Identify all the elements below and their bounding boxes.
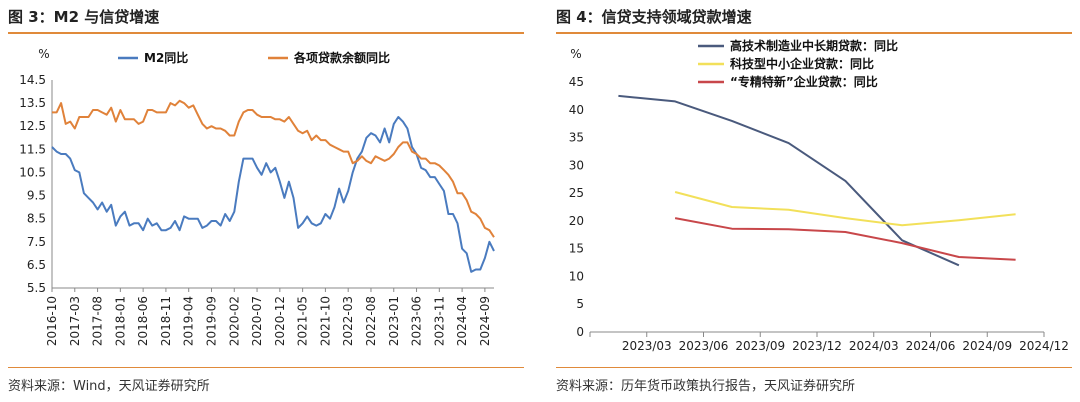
right-y-tick-label: 30 [569, 158, 584, 172]
left-x-tick-label: 2021-05 [296, 296, 310, 346]
right-y-tick-label: 0 [576, 325, 584, 339]
right-y-tick-label: 25 [569, 186, 584, 200]
left-x-tick-label: 2018-06 [136, 296, 150, 346]
m2-series-line [51, 116, 495, 273]
right-x-tick-label: 2024/03 [849, 339, 899, 353]
left-x-tick-label: 2023-06 [410, 296, 424, 346]
left-y-tick-label: 5.5 [27, 281, 46, 295]
left-x-tick-label: 2020-07 [250, 296, 264, 346]
right-y-tick-label: 10 [569, 269, 584, 283]
right-x-tick-label: 2023/06 [679, 339, 729, 353]
left-x-tick-label: 2019-09 [204, 296, 218, 346]
right-y-tick-label: 20 [569, 214, 584, 228]
hitech-loan-line [618, 94, 960, 267]
legend-hitech-label: 高技术制造业中长期贷款：同比 [730, 38, 898, 53]
legend-m2-label: M2同比 [144, 50, 188, 65]
sme-loan-line [674, 191, 1016, 227]
left-x-tick-label: 2016-10 [45, 296, 59, 346]
right-y-unit: % [570, 47, 581, 61]
legend-sme-label: 科技型中小企业贷款：同比 [730, 56, 874, 71]
left-y-tick-label: 10.5 [19, 165, 46, 179]
left-x-tick-label: 2018-01 [113, 296, 127, 346]
left-x-tick-label: 2022-08 [364, 296, 378, 346]
right-x-tick-label: 2024/12 [1019, 339, 1069, 353]
specialized-loan-line [674, 217, 1016, 261]
left-y-tick-label: 7.5 [27, 235, 46, 249]
left-y-tick-label: 8.5 [27, 212, 46, 226]
left-y-tick-label: 13.5 [19, 96, 46, 110]
left-y-tick-label: 6.5 [27, 258, 46, 272]
left-x-tick-label: 2020-12 [273, 296, 287, 346]
right-top-rule [556, 32, 1072, 34]
right-figure-title: 图 4：信贷支持领域贷款增速 [556, 8, 752, 26]
right-y-tick-label: 15 [569, 242, 584, 256]
left-x-tick-label: 2020-02 [227, 296, 241, 346]
right-source: 资料来源：历年货币政策执行报告，天风证券研究所 [556, 379, 856, 394]
left-figure: 图 3：M2 与信贷增速 % 14.5 13.5 12.5 11.5 10.5 9.5 8.5… [0, 0, 532, 402]
left-figure-title: 图 3：M2 与信贷增速 [8, 8, 160, 26]
right-y-tick-label: 45 [569, 75, 584, 89]
left-top-rule [8, 32, 524, 34]
left-x-tick-label: 2023-11 [432, 296, 446, 346]
left-bottom-rule [8, 367, 524, 368]
left-x-tick-label: 2023-01 [387, 296, 401, 346]
legend-specialized-label: “专精特新”企业贷款：同比 [730, 74, 878, 89]
loan-series-line [52, 99, 495, 238]
left-x-tick-label: 2017-03 [68, 296, 82, 346]
right-bottom-rule [556, 367, 1072, 368]
left-chart: % 14.5 13.5 12.5 11.5 10.5 9.5 8.5 7.5 6.5 5.52016… [19, 47, 495, 346]
right-x-tick-label: 2023/09 [735, 339, 785, 353]
left-y-tick-label: 11.5 [19, 142, 46, 156]
left-x-tick-label: 2017-08 [91, 296, 105, 346]
left-x-tick-label: 2024-04 [455, 296, 469, 346]
legend-loan-label: 各项贷款余额同比 [293, 50, 390, 65]
left-x-tick-label: 2021-10 [318, 296, 332, 346]
right-x-tick-label: 2023/03 [622, 339, 672, 353]
left-x-tick-label: 2019-04 [182, 296, 196, 346]
left-y-tick-label: 14.5 [19, 73, 46, 87]
right-figure: 图 4：信贷支持领域贷款增速 % 45 40 35 30 25 20 15 10 5 0 2023/0… [548, 0, 1080, 402]
left-x-tick-label: 2022-03 [341, 296, 355, 346]
left-y-tick-label: 9.5 [27, 189, 46, 203]
right-y-tick-label: 5 [576, 297, 584, 311]
right-chart: % 45 40 35 30 25 20 15 10 5 0 2023/03 2023/06 2023/09… [569, 38, 1069, 353]
left-source: 资料来源：Wind，天风证券研究所 [8, 379, 210, 394]
left-y-tick-label: 12.5 [19, 119, 46, 133]
right-y-tick-label: 35 [569, 131, 584, 145]
left-y-unit: % [38, 47, 49, 61]
right-y-tick-label: 40 [569, 103, 584, 117]
right-x-tick-label: 2024/09 [962, 339, 1012, 353]
left-x-tick-label: 2018-11 [159, 296, 173, 346]
left-x-tick-label: 2024-09 [478, 296, 492, 346]
right-x-tick-label: 2024/06 [906, 339, 956, 353]
right-x-tick-label: 2023/12 [792, 339, 842, 353]
